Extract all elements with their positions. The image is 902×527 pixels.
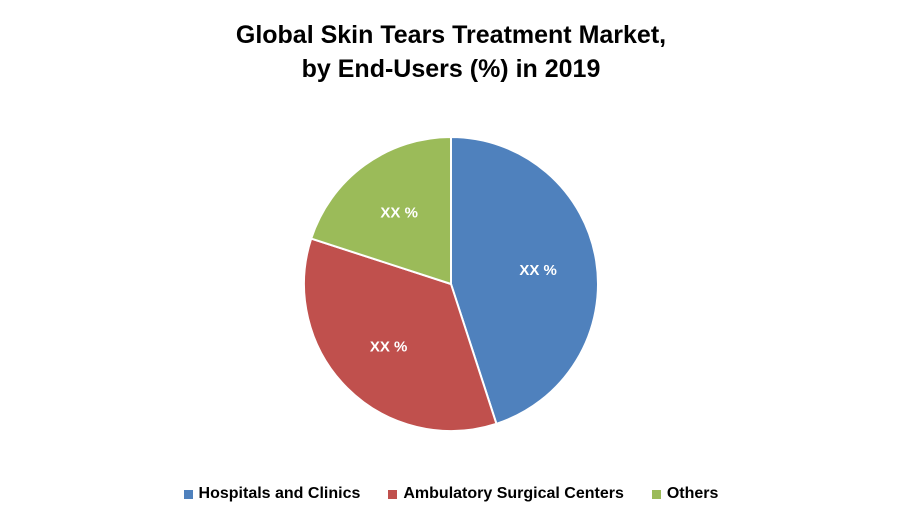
legend-swatch bbox=[388, 489, 398, 499]
legend-label: Others bbox=[666, 485, 719, 502]
legend-label: Hospitals and Clinics bbox=[198, 485, 361, 502]
pie-slice-ambulatory-surgical-centers bbox=[303, 237, 498, 432]
pie-data-label: XX % bbox=[380, 205, 418, 222]
legend: Hospitals and Clinics Ambulatory Surgical… bbox=[0, 485, 902, 503]
pie-slice-hospitals-and-clinics bbox=[450, 135, 599, 426]
chart-title-line-2: by End-Users (%) in 2019 bbox=[301, 55, 601, 83]
legend-item: Hospitals and Clinics bbox=[183, 485, 361, 503]
legend-swatch bbox=[651, 489, 661, 499]
chart-title: Global Skin Tears Treatment Market, by E… bbox=[0, 18, 902, 86]
legend-label: Ambulatory Surgical Centers bbox=[403, 485, 624, 502]
pie-data-label: XX % bbox=[370, 338, 408, 355]
pie-slice-others bbox=[309, 135, 452, 286]
legend-swatch bbox=[183, 489, 193, 499]
pie-data-label: XX % bbox=[519, 262, 557, 279]
legend-item: Others bbox=[651, 485, 719, 503]
chart-title-line-1: Global Skin Tears Treatment Market, bbox=[235, 21, 667, 49]
legend-item: Ambulatory Surgical Centers bbox=[388, 485, 624, 503]
